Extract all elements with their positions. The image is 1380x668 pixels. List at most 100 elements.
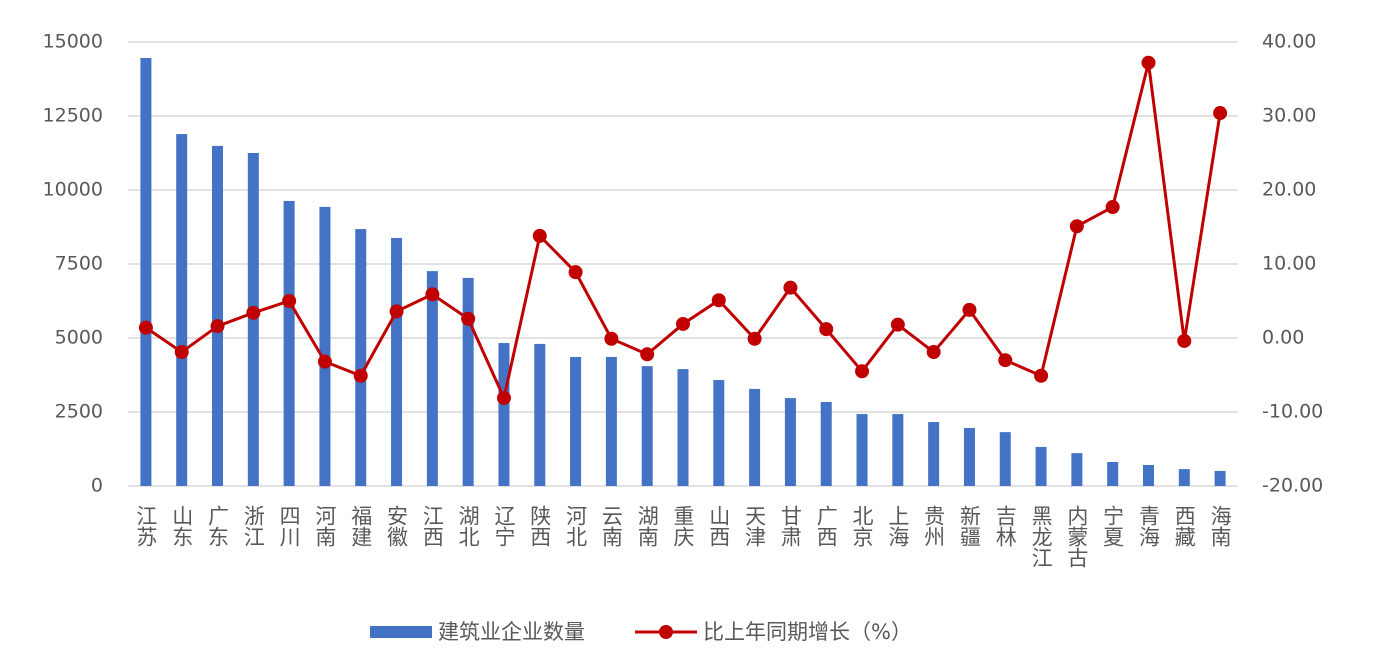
y-tick-label: 10000 <box>43 179 103 201</box>
y-tick-label: 0 <box>91 475 103 497</box>
y-tick-label: 7500 <box>55 253 103 275</box>
bar <box>856 414 868 486</box>
x-tick-label: 重庆 <box>671 505 695 547</box>
bar <box>283 200 295 486</box>
point <box>1034 368 1049 383</box>
legend-label: 比上年同期增长（%） <box>703 620 912 644</box>
point <box>783 280 798 295</box>
bar <box>355 229 367 486</box>
point <box>282 294 297 308</box>
x-tick-label: 云南 <box>599 505 623 547</box>
bar <box>498 343 510 486</box>
point <box>711 293 726 308</box>
bar <box>892 414 904 486</box>
bar <box>426 271 438 486</box>
bar <box>928 422 940 486</box>
y2-tick-label: 40.00 <box>1262 31 1316 53</box>
bar <box>391 237 403 486</box>
x-tick-label: 辽宁 <box>492 505 516 547</box>
bar <box>462 277 474 486</box>
point <box>174 345 189 360</box>
x-tick-label: 江西 <box>420 505 444 547</box>
point <box>1177 333 1192 348</box>
y-tick-label: 15000 <box>43 31 103 53</box>
legend-swatch <box>659 625 673 639</box>
x-tick-label: 山西 <box>707 505 731 547</box>
point <box>604 331 619 346</box>
x-tick-label: 福建 <box>349 505 373 547</box>
x-tick-label: 新疆 <box>957 505 981 547</box>
point <box>1069 219 1084 234</box>
x-tick-label: 上海 <box>886 505 910 547</box>
point <box>425 287 440 302</box>
bar <box>641 366 653 486</box>
x-tick-label: 湖北 <box>456 505 480 547</box>
point <box>461 311 476 326</box>
bar <box>1214 470 1226 486</box>
bar <box>212 145 224 486</box>
bar <box>570 356 582 486</box>
y2-tick-label: 20.00 <box>1262 179 1316 201</box>
x-tick-label: 甘肃 <box>778 505 802 547</box>
bar <box>1178 469 1190 486</box>
x-tick-label: 广东 <box>206 505 230 547</box>
x-tick-label: 浙江 <box>241 505 265 547</box>
x-tick-label: 青海 <box>1136 505 1160 547</box>
legend-label: 建筑业企业数量 <box>438 620 585 644</box>
x-tick-label: 陕西 <box>528 505 552 547</box>
point <box>676 316 690 331</box>
line <box>145 62 1222 403</box>
x-tick-label: 内蒙古 <box>1065 505 1089 568</box>
bar <box>319 206 331 486</box>
point <box>855 364 870 379</box>
point <box>819 322 834 337</box>
point <box>389 304 404 319</box>
point <box>1213 106 1228 121</box>
x-tick-label: 四川 <box>277 505 301 547</box>
y-tick-label: 12500 <box>43 105 103 127</box>
x-tick-label: 广西 <box>814 505 838 547</box>
x-tick-label: 河北 <box>564 505 588 547</box>
point <box>353 368 368 383</box>
point <box>747 331 762 346</box>
y2-tick-label: 10.00 <box>1262 253 1316 275</box>
point <box>317 354 332 369</box>
bar <box>1142 464 1154 486</box>
point <box>962 302 977 317</box>
x-tick-label: 吉林 <box>993 505 1017 547</box>
point <box>890 317 905 332</box>
bar <box>1107 462 1119 486</box>
y-tick-label: 5000 <box>55 327 103 349</box>
bar <box>534 343 546 486</box>
bar <box>999 432 1011 486</box>
bar <box>784 398 796 486</box>
bar <box>713 380 725 486</box>
legend-swatch <box>370 626 432 638</box>
point <box>496 390 511 405</box>
bar <box>176 134 188 486</box>
bar <box>820 401 832 486</box>
x-tick-label: 黑龙江 <box>1029 505 1053 568</box>
point <box>532 228 547 243</box>
y2-tick-label: 0.00 <box>1262 327 1304 349</box>
x-tick-label: 宁夏 <box>1101 505 1125 547</box>
x-tick-label: 贵州 <box>922 505 946 547</box>
x-tick-label: 山东 <box>170 505 194 547</box>
point <box>926 345 941 360</box>
bar <box>1071 453 1083 486</box>
y2-tick-label: -10.00 <box>1262 401 1323 423</box>
x-tick-label: 天津 <box>743 505 767 547</box>
x-tick-label: 河南 <box>313 505 337 547</box>
point <box>998 353 1013 368</box>
bar <box>140 57 152 486</box>
bar <box>605 356 617 486</box>
y2-tick-label: -20.00 <box>1262 475 1323 497</box>
x-tick-label: 安徽 <box>385 505 409 547</box>
point <box>1141 55 1156 70</box>
x-tick-label: 北京 <box>850 505 874 547</box>
point <box>1105 200 1120 215</box>
bar <box>749 388 761 486</box>
bar <box>677 369 689 486</box>
x-tick-label: 海南 <box>1208 505 1232 547</box>
point <box>640 347 655 362</box>
